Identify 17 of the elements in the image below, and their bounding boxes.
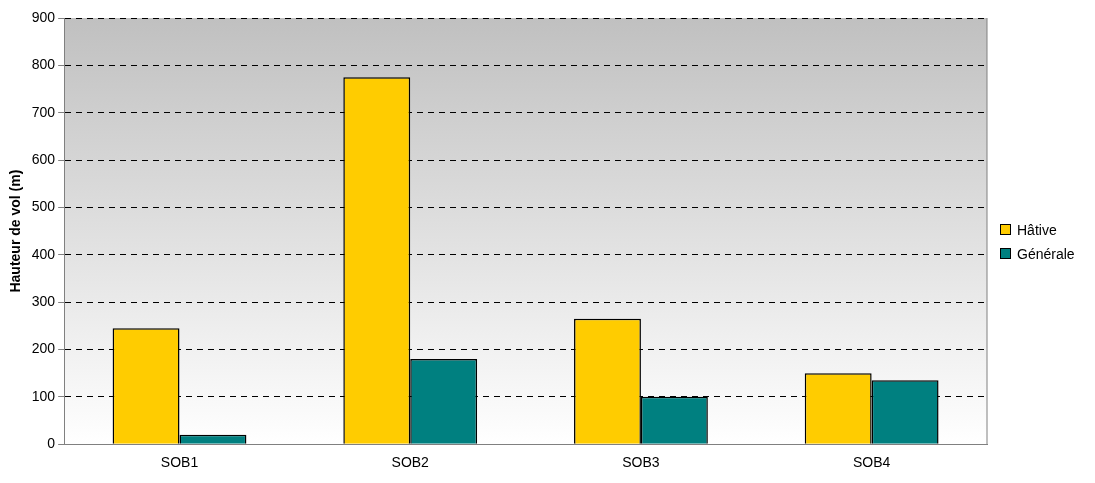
- x-tick-label: SOB4: [852, 454, 891, 471]
- y-tick-label: 200: [31, 340, 56, 357]
- legend-label: Générale: [1017, 245, 1075, 262]
- y-tick-label: 900: [31, 8, 56, 25]
- y-axis-title: Hauteur de vol (m): [7, 169, 24, 293]
- y-tick-label: 500: [31, 198, 56, 215]
- y-tick-label: 0: [47, 435, 56, 452]
- y-tick-label: 800: [31, 56, 56, 73]
- text: Hâtive: [1017, 221, 1057, 238]
- x-tick-label: SOB2: [391, 454, 430, 471]
- y-tick-label: 300: [31, 292, 56, 309]
- y-tick-label: 700: [31, 103, 56, 120]
- x-tick-label: SOB1: [160, 454, 199, 471]
- y-tick-label: 100: [31, 387, 56, 404]
- y-tick-label: 600: [31, 150, 56, 167]
- y-tick-label: 400: [31, 245, 56, 262]
- x-tick-label: SOB3: [622, 454, 660, 471]
